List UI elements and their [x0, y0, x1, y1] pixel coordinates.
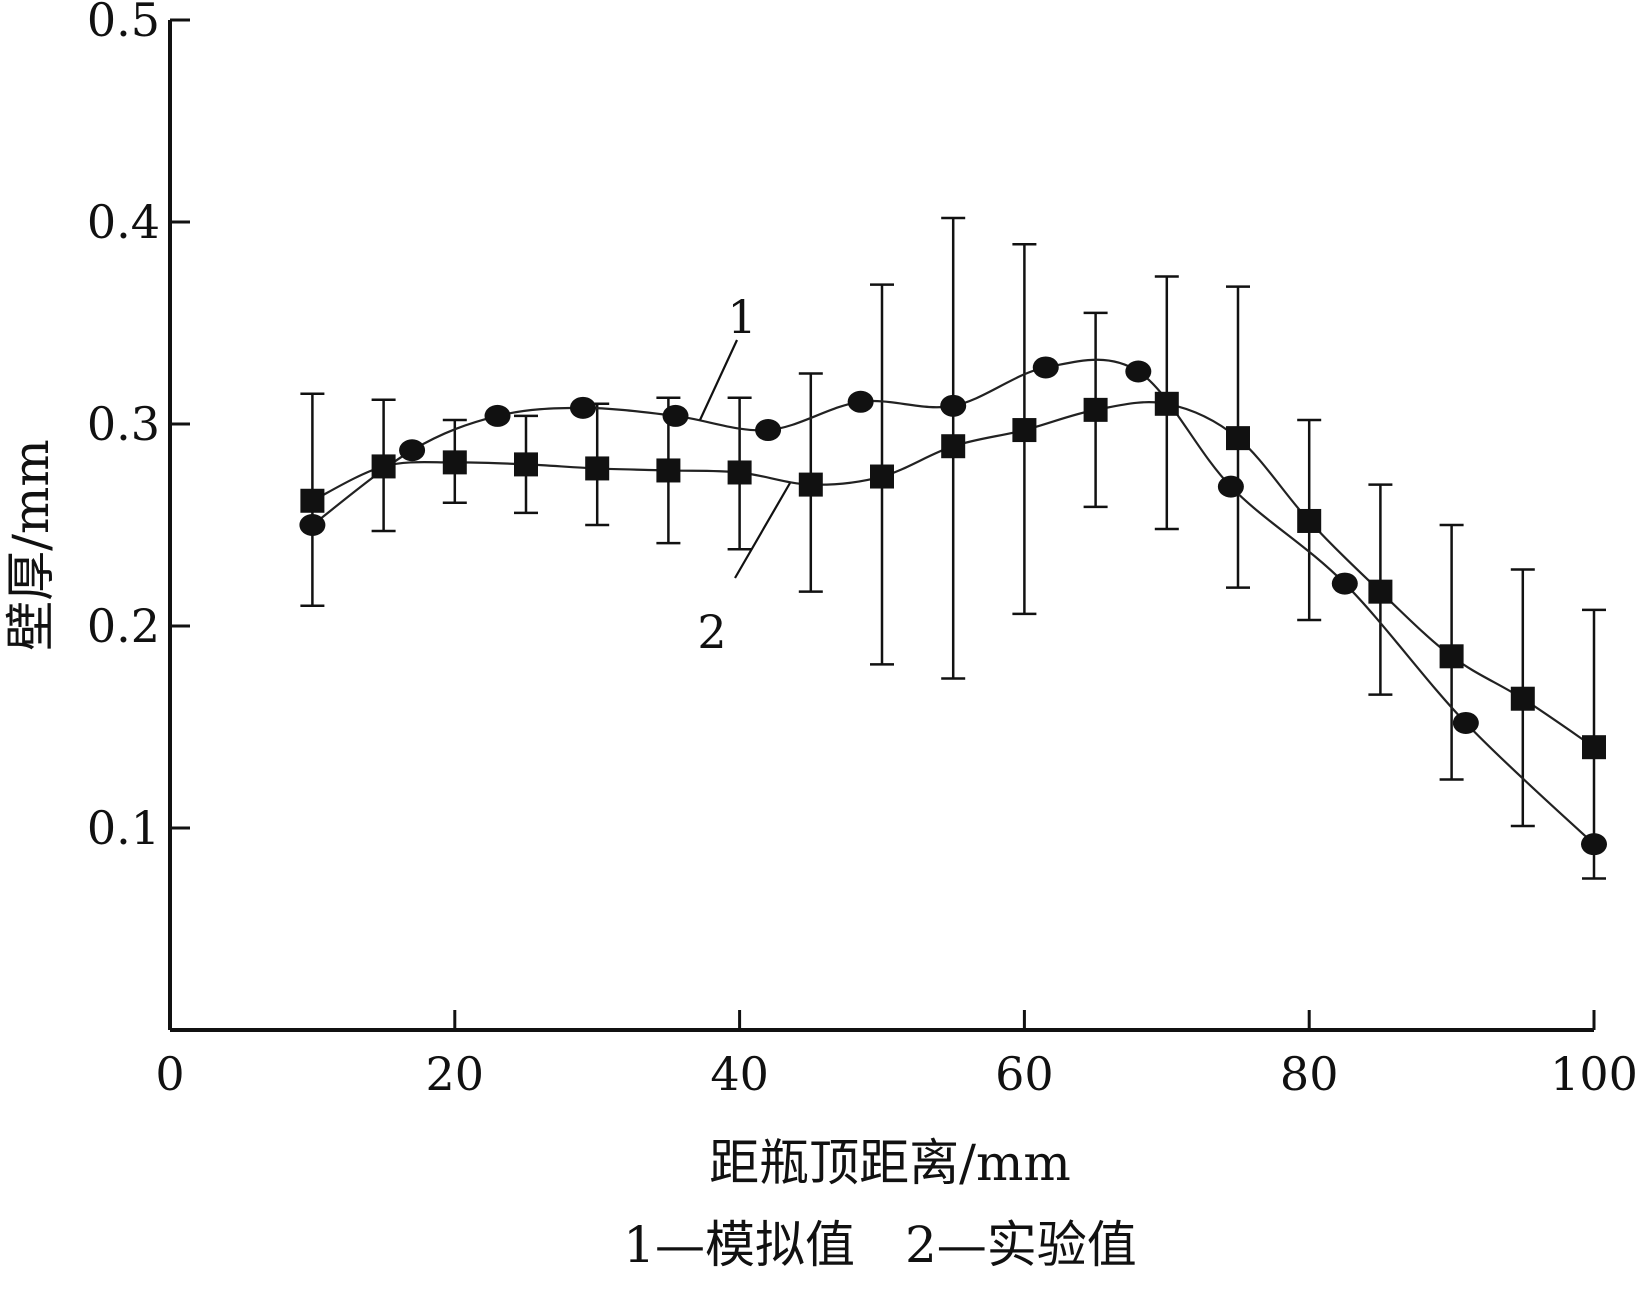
- series-1-circle-marker: [1217, 475, 1244, 498]
- series-2-square-marker: [1226, 426, 1250, 451]
- series-1-circle-marker: [569, 396, 596, 419]
- series-2-square-marker: [300, 488, 325, 513]
- x-tick-label: 80: [1280, 1047, 1339, 1101]
- series-1-circle-marker: [940, 394, 967, 417]
- annotation-2-leader: [734, 482, 791, 579]
- series-markers: [299, 356, 1607, 856]
- series-2-square-marker: [1083, 397, 1108, 422]
- y-axis-title: 壁厚/mm: [2, 439, 60, 651]
- series-1-circle-marker: [1331, 572, 1358, 595]
- figure-caption: 1—模拟值 2—实验值: [623, 1216, 1137, 1274]
- series-1-circle-marker: [1125, 360, 1152, 383]
- series-2-square-marker: [442, 450, 467, 475]
- series-1-circle-marker: [1032, 356, 1059, 379]
- series-1-circle-marker: [399, 439, 426, 462]
- annotation-1-leader: [699, 339, 738, 421]
- series-1-circle-marker: [847, 390, 874, 413]
- series-2-square-marker: [941, 434, 966, 459]
- series-2-square-marker: [1154, 391, 1179, 416]
- x-axis-title: 距瓶顶距离/mm: [709, 1134, 1071, 1192]
- series-2-square-marker: [1297, 508, 1322, 533]
- x-tick-label: 100: [1550, 1047, 1638, 1101]
- x-tick-label: 0: [155, 1047, 184, 1101]
- series-2-square-marker: [798, 472, 823, 497]
- y-tick-label: 0.2: [87, 599, 160, 653]
- series-2-square-marker: [656, 458, 681, 483]
- series-1-circle-marker: [299, 514, 326, 536]
- series-2-square-marker: [1368, 579, 1393, 604]
- series-1-circle-marker: [1581, 833, 1607, 856]
- series-2-square-marker: [514, 452, 538, 477]
- series-1-circle-marker: [662, 404, 689, 427]
- series-2-square-marker: [1582, 735, 1606, 760]
- error-bars: [300, 216, 1606, 880]
- series-1-circle-marker: [484, 404, 511, 427]
- series-2-square-marker: [371, 454, 396, 479]
- x-tick-label: 60: [995, 1047, 1054, 1101]
- y-tick-label: 0.4: [87, 195, 160, 249]
- series-2-square-marker: [1012, 418, 1037, 443]
- x-tick-label: 20: [426, 1047, 485, 1101]
- series-2-square-marker: [727, 460, 752, 485]
- annotation-1-label: 1: [727, 290, 756, 344]
- y-tick-label: 0.3: [87, 397, 160, 451]
- x-tick-label: 40: [710, 1047, 769, 1101]
- y-tick-label: 0.1: [87, 801, 160, 855]
- series-1-circle-marker: [1452, 711, 1479, 734]
- series-2-square-marker: [1439, 644, 1464, 669]
- series-2-square-marker: [585, 456, 610, 481]
- axis-ticks: 0 20 40 60 80 100 0.1 0.2 0.3 0.4 0.5: [87, 0, 1638, 1101]
- axes: [168, 20, 1594, 1032]
- series-2-square-marker: [1510, 686, 1535, 711]
- series-annotations: 12: [697, 290, 791, 659]
- series-1-circle-marker: [755, 419, 782, 442]
- annotation-2-label: 2: [697, 605, 726, 659]
- series-2-square-marker: [870, 464, 894, 489]
- y-tick-label: 0.5: [87, 0, 160, 47]
